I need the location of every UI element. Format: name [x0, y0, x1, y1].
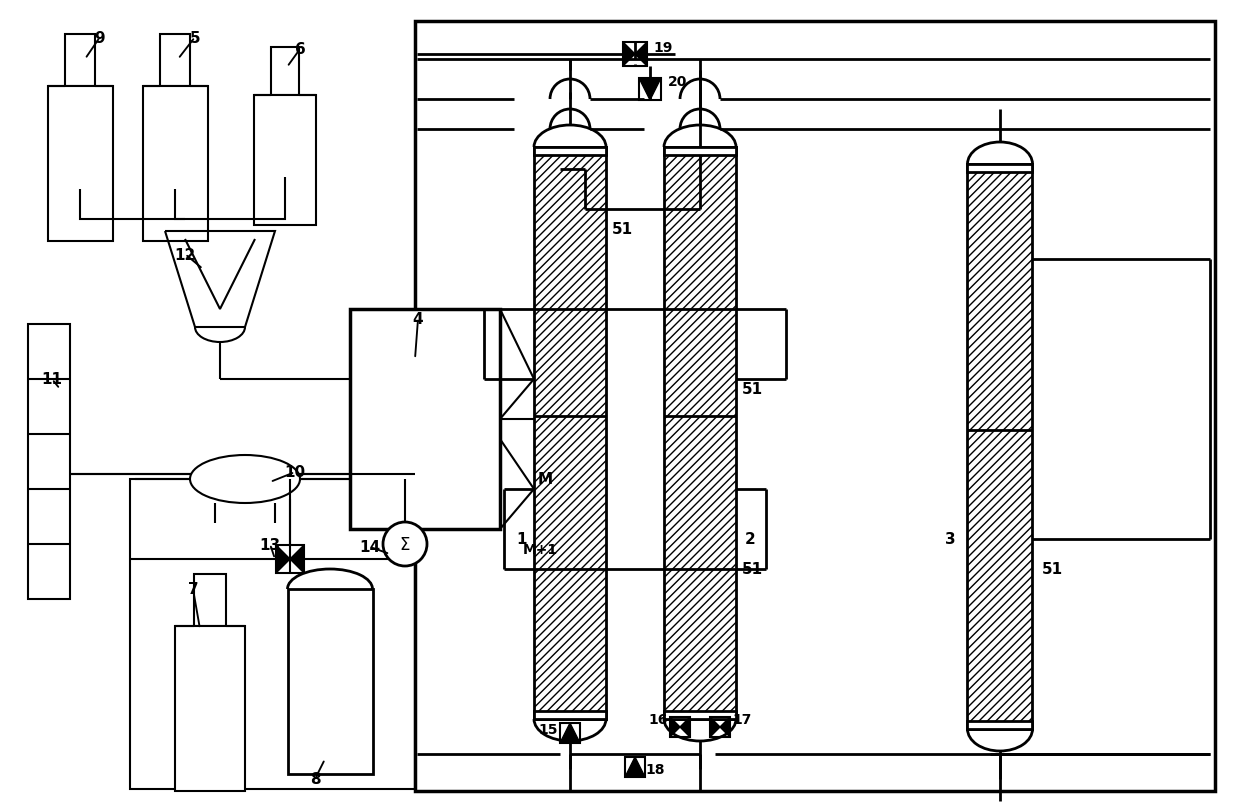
- Polygon shape: [290, 545, 304, 573]
- Text: 9: 9: [94, 31, 105, 45]
- Bar: [534, 711, 606, 719]
- Text: 10: 10: [284, 465, 305, 480]
- Text: 14: 14: [360, 540, 381, 555]
- Bar: [622, 43, 647, 67]
- Bar: [143, 87, 207, 242]
- Polygon shape: [625, 757, 645, 777]
- Bar: [130, 479, 415, 789]
- Bar: [663, 148, 737, 154]
- Text: 4: 4: [413, 312, 423, 327]
- Polygon shape: [560, 723, 580, 743]
- Bar: [193, 574, 226, 626]
- Text: 51: 51: [742, 382, 763, 397]
- Circle shape: [383, 522, 427, 566]
- Bar: [670, 717, 689, 737]
- Text: 16: 16: [649, 712, 667, 726]
- Bar: [967, 165, 1033, 171]
- Bar: [272, 48, 299, 96]
- Text: 5: 5: [190, 31, 201, 45]
- Bar: [175, 626, 246, 791]
- Text: 51: 51: [742, 562, 763, 577]
- Text: 6: 6: [295, 42, 305, 58]
- Bar: [663, 711, 737, 719]
- Bar: [288, 590, 373, 774]
- Text: 7: 7: [187, 581, 198, 597]
- Text: M: M: [537, 472, 553, 487]
- Bar: [64, 35, 95, 87]
- Text: 51: 51: [611, 222, 632, 237]
- Bar: [625, 757, 645, 777]
- Bar: [663, 713, 737, 719]
- Bar: [534, 148, 606, 719]
- Bar: [967, 165, 1033, 173]
- Text: 8: 8: [310, 771, 320, 787]
- Text: 51: 51: [1042, 562, 1063, 577]
- Polygon shape: [680, 717, 689, 737]
- Bar: [663, 148, 737, 719]
- Ellipse shape: [190, 456, 300, 504]
- Bar: [47, 87, 113, 242]
- Text: 15: 15: [538, 722, 558, 736]
- Bar: [350, 310, 500, 530]
- Text: 1: 1: [517, 532, 527, 547]
- Bar: [663, 148, 737, 156]
- Bar: [967, 165, 1033, 729]
- Bar: [160, 35, 190, 87]
- Bar: [534, 148, 606, 154]
- Text: 18: 18: [645, 762, 665, 776]
- Text: 12: 12: [175, 247, 196, 262]
- Text: 19: 19: [653, 41, 672, 55]
- Polygon shape: [720, 717, 730, 737]
- Text: M+1: M+1: [522, 543, 558, 556]
- Bar: [277, 545, 304, 573]
- Bar: [967, 723, 1033, 729]
- Polygon shape: [277, 545, 290, 573]
- Text: 17: 17: [733, 712, 751, 726]
- Text: 2: 2: [745, 532, 755, 547]
- Bar: [711, 717, 730, 737]
- Text: 11: 11: [41, 372, 62, 387]
- Polygon shape: [639, 79, 661, 101]
- Text: 13: 13: [259, 537, 280, 551]
- Bar: [254, 96, 316, 225]
- Bar: [415, 22, 1215, 791]
- Bar: [967, 721, 1033, 729]
- Bar: [534, 148, 606, 156]
- Bar: [560, 723, 580, 743]
- Polygon shape: [635, 43, 647, 67]
- Bar: [29, 324, 69, 599]
- Text: 3: 3: [945, 532, 955, 547]
- Polygon shape: [670, 717, 680, 737]
- Bar: [534, 713, 606, 719]
- Polygon shape: [622, 43, 635, 67]
- Polygon shape: [711, 717, 720, 737]
- Bar: [639, 79, 661, 101]
- Text: $\Sigma$: $\Sigma$: [399, 535, 410, 553]
- Text: 20: 20: [668, 75, 688, 89]
